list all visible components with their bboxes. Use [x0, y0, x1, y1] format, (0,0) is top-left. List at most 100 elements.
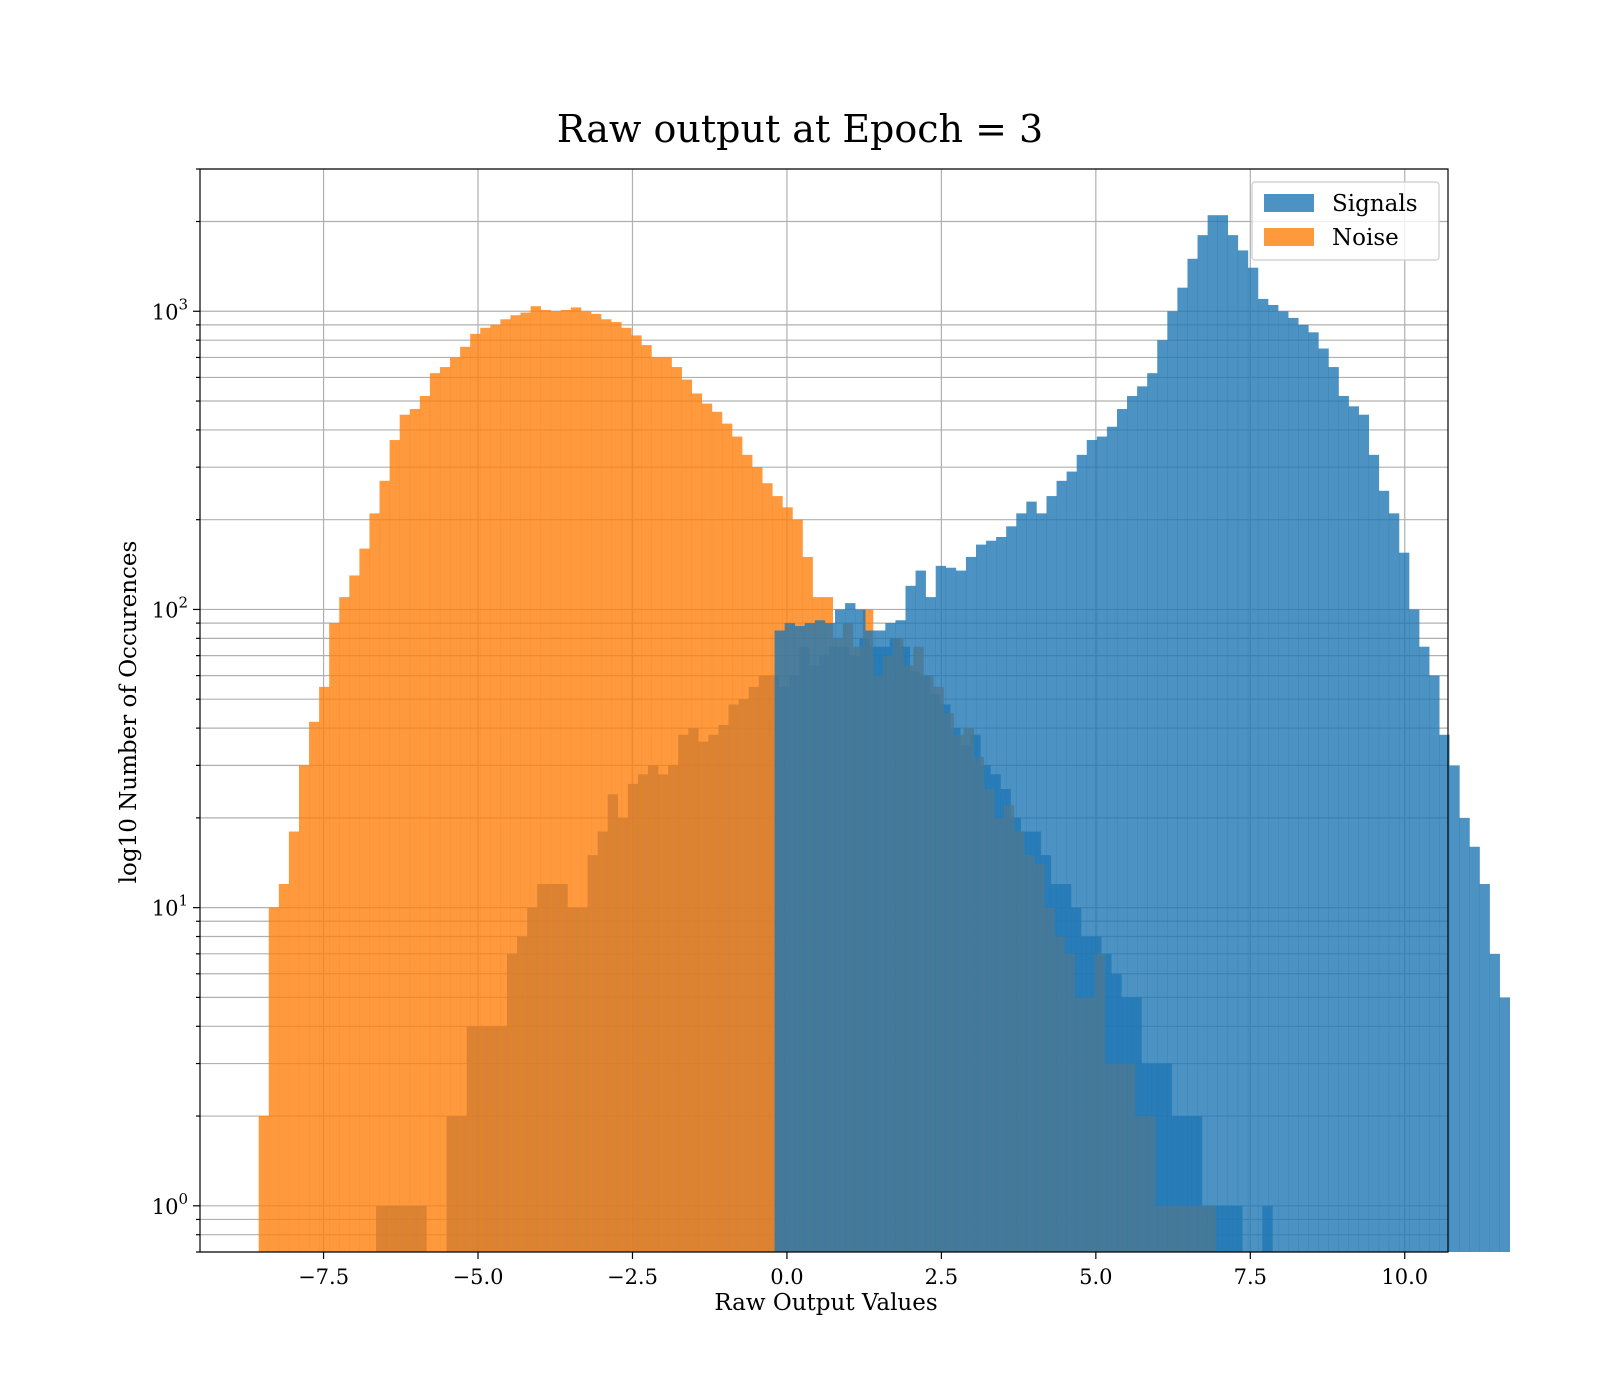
signals-histogram-bar — [1298, 324, 1309, 1252]
noise-histogram-bar — [540, 309, 552, 1253]
signals-histogram-bar — [875, 630, 886, 1252]
signals-histogram-bar — [1066, 471, 1077, 1252]
signals-histogram-bar — [1197, 235, 1208, 1252]
signals-histogram-bar — [1388, 513, 1400, 1252]
signals-histogram-bar — [1207, 215, 1218, 1252]
signals-histogram-bar — [834, 609, 846, 1252]
signals-histogram-bar — [1449, 765, 1460, 1252]
x-tick-label: 5.0 — [1079, 1265, 1112, 1289]
noise-histogram-bar — [621, 327, 632, 1253]
axis-ticks: −7.5 −5.0 −2.5 0.0 2.5 5.0 7.5 10.0 100 101 102 103 — [152, 168, 1428, 1289]
signals-histogram-bar — [1308, 332, 1319, 1252]
signals-histogram-bar — [905, 585, 916, 1252]
noise-histogram-bar — [309, 721, 320, 1252]
noise-histogram-bar — [419, 395, 431, 1253]
noise-histogram-bar — [268, 907, 280, 1252]
signals-histogram-bar — [965, 556, 977, 1252]
signals-histogram-bar — [1278, 311, 1289, 1253]
x-tick-label: 2.5 — [925, 1265, 958, 1289]
noise-histogram-bar — [460, 346, 471, 1252]
noise-histogram-bar — [570, 307, 582, 1252]
signals-histogram-bar — [915, 570, 926, 1252]
noise-histogram-bar — [329, 623, 340, 1252]
signals-histogram-bar — [1026, 501, 1037, 1253]
noise-histogram-bar — [480, 327, 491, 1253]
noise-histogram-bar — [429, 373, 441, 1252]
signals-histogram-bar — [1378, 490, 1390, 1252]
y-tick-label: 100 — [152, 1190, 188, 1219]
signals-histogram-bar — [1358, 414, 1370, 1253]
noise-histogram-bar — [399, 414, 411, 1253]
signals-histogram-bar — [784, 623, 796, 1252]
noise-histogram-bar — [369, 513, 380, 1252]
x-tick-label: −7.5 — [298, 1265, 349, 1289]
signals-histogram-bar — [975, 544, 987, 1252]
y-tick-label: 102 — [152, 593, 188, 622]
signals-histogram-bar — [1257, 298, 1269, 1253]
noise-histogram-bar — [288, 831, 300, 1252]
signals-histogram-bar — [824, 623, 836, 1252]
signals-histogram-bar — [865, 630, 876, 1252]
signals-histogram-bar — [1127, 395, 1138, 1253]
noise-histogram-bar — [470, 333, 481, 1252]
noise-histogram-bar — [379, 480, 390, 1252]
x-tick-label: −2.5 — [607, 1265, 658, 1289]
noise-histogram-bar — [298, 765, 310, 1252]
signals-histogram-bar — [1157, 340, 1168, 1252]
signals-histogram-bar — [845, 603, 856, 1252]
x-tick-label: 0.0 — [770, 1265, 803, 1289]
noise-histogram-bar — [691, 393, 703, 1252]
noise-histogram-bar — [580, 311, 592, 1253]
signals-histogram-bar — [996, 536, 1007, 1252]
histogram-bars — [258, 215, 1511, 1253]
noise-histogram-bar — [520, 312, 531, 1252]
signals-histogram-bar — [885, 623, 896, 1252]
signals-histogram-bar — [945, 567, 957, 1252]
noise-histogram-bar — [339, 597, 350, 1252]
noise-histogram-bar — [278, 884, 290, 1252]
noise-histogram-bar — [349, 575, 360, 1252]
noise-histogram-bar — [359, 548, 370, 1252]
signals-histogram-bar — [1106, 426, 1118, 1253]
noise-histogram-bar — [510, 315, 521, 1252]
signals-histogram-bar — [895, 620, 906, 1252]
signals-histogram-bar — [1419, 646, 1430, 1252]
signals-histogram-bar — [1409, 609, 1420, 1252]
signals-histogram-bar — [1288, 317, 1299, 1252]
noise-histogram-bar — [450, 357, 461, 1252]
signals-histogram-bar — [1016, 513, 1027, 1252]
noise-histogram-bar — [611, 322, 622, 1252]
signals-histogram-bar — [1439, 734, 1450, 1252]
signals-histogram-bar — [955, 570, 967, 1252]
x-tick-label: 7.5 — [1234, 1265, 1267, 1289]
noise-histogram-bar — [560, 309, 572, 1253]
x-axis-label: Raw Output Values — [714, 1290, 937, 1316]
noise-histogram-bar — [661, 357, 672, 1252]
signals-histogram-bar — [1147, 373, 1158, 1252]
noise-histogram-bar — [319, 686, 330, 1252]
noise-histogram-bar — [500, 319, 511, 1252]
signals-histogram-bar — [1076, 454, 1088, 1253]
x-tick-label: −5.0 — [453, 1265, 504, 1289]
legend-swatch-signals — [1264, 194, 1314, 212]
x-tick-label: 10.0 — [1381, 1265, 1428, 1289]
legend-label-noise: Noise — [1332, 225, 1399, 251]
signals-histogram-bar — [1137, 386, 1148, 1252]
signals-histogram-bar — [1096, 436, 1108, 1252]
noise-histogram-bar — [681, 379, 693, 1252]
noise-histogram-bar — [631, 335, 642, 1252]
signals-histogram-bar — [1247, 267, 1259, 1252]
signals-histogram-bar — [1328, 367, 1339, 1253]
signals-histogram-bar — [1459, 817, 1470, 1252]
y-tick-label: 103 — [152, 295, 188, 324]
noise-histogram-bar — [439, 367, 451, 1253]
noise-histogram-bar — [641, 345, 652, 1252]
noise-histogram-bar — [752, 467, 763, 1252]
signals-histogram-bar — [1056, 480, 1067, 1252]
noise-histogram-bar — [490, 324, 501, 1252]
noise-histogram-bar — [701, 403, 713, 1252]
noise-histogram-bar — [389, 440, 400, 1252]
signals-histogram-bar — [1338, 395, 1349, 1253]
y-tick-label: 101 — [152, 892, 188, 921]
signals-histogram-bar — [1499, 997, 1511, 1252]
